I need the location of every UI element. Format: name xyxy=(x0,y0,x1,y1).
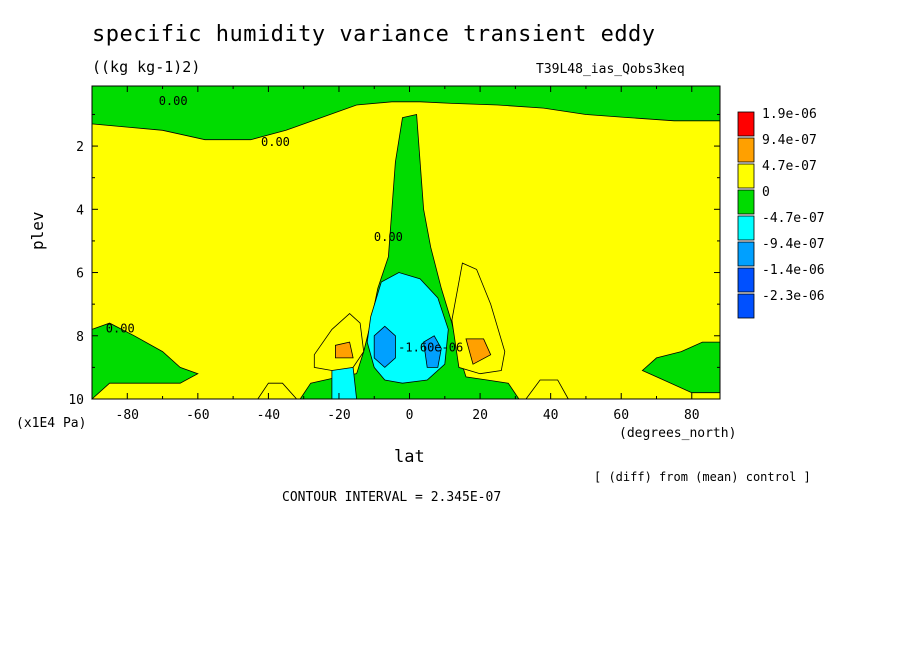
legend-label: -1.4e-06 xyxy=(762,263,825,278)
contour-region-orange-lobe-right xyxy=(451,262,506,375)
contour-region-green-right-bottom xyxy=(641,341,721,394)
contour-region-red-right xyxy=(465,338,492,365)
contour-label: -1.60e-06 xyxy=(398,341,463,355)
contour-label: 0.00 xyxy=(261,135,290,149)
contour-region-cyan-left-patch xyxy=(331,366,358,400)
x-axis-label: lat xyxy=(394,447,425,467)
contour-interval: CONTOUR INTERVAL = 2.345E-07 xyxy=(282,490,502,505)
x-tick-label: 40 xyxy=(543,408,559,423)
contour-region-green-left-bottom xyxy=(91,322,199,400)
legend-swatch xyxy=(737,111,755,137)
y-axis-units: (x1E4 Pa) xyxy=(16,416,87,431)
legend-label: 9.4e-07 xyxy=(762,133,817,148)
contour-label: 0.00 xyxy=(106,322,135,336)
chart-units: ((kg kg-1)2) xyxy=(92,58,201,76)
legend-swatch xyxy=(737,137,755,163)
plot-frame xyxy=(91,85,721,400)
legend-swatch xyxy=(737,267,755,293)
chart-title: specific humidity variance transient edd… xyxy=(92,22,656,47)
run-name: T39L48_ias_Qobs3keq xyxy=(536,62,685,77)
y-tick-label: 4 xyxy=(76,203,84,218)
color-legend: 1.9e-06 9.4e-07 4.7e-07 0 -4.7e-07 -9.4e-07 -1… xyxy=(737,107,825,319)
contour-label: 0.00 xyxy=(374,230,403,244)
legend-label: -4.7e-07 xyxy=(762,211,825,226)
plot-area: 0.00 0.00 0.00 0.00 -1.60e-06 xyxy=(91,85,721,400)
y-tick-label: 10 xyxy=(68,393,84,408)
legend-swatch xyxy=(737,163,755,189)
legend-swatch xyxy=(737,293,755,319)
axes: -80 -60 -40 -20 0 20 40 60 80 2 4 6 8 10 xyxy=(68,85,721,423)
legend-label: 0 xyxy=(762,185,770,200)
contour-region-blue-core-right xyxy=(423,335,442,368)
contour-region-red-left xyxy=(334,341,354,359)
legend-label: 4.7e-07 xyxy=(762,159,817,174)
legend-label: -9.4e-07 xyxy=(762,237,825,252)
x-tick-label: -80 xyxy=(116,408,139,423)
legend-swatch xyxy=(737,215,755,241)
legend-swatch xyxy=(737,189,755,215)
x-tick-label: 0 xyxy=(406,408,414,423)
x-tick-label: -20 xyxy=(327,408,350,423)
legend-label: -2.3e-06 xyxy=(762,289,825,304)
y-tick-label: 8 xyxy=(76,330,84,345)
legend-swatch xyxy=(737,241,755,267)
contour-region-top-green-band xyxy=(91,85,721,141)
contour-region-blue-core-left xyxy=(373,325,396,368)
diff-note: [ (diff) from (mean) control ] xyxy=(594,470,811,484)
x-axis-units: (degrees_north) xyxy=(619,426,737,441)
x-tick-label: -60 xyxy=(186,408,209,423)
contour-label: 0.00 xyxy=(159,94,188,108)
x-tick-label: 60 xyxy=(613,408,629,423)
legend-label: 1.9e-06 xyxy=(762,107,817,122)
y-tick-label: 2 xyxy=(76,140,84,155)
y-tick-label: 6 xyxy=(76,267,84,282)
x-tick-label: 80 xyxy=(684,408,700,423)
x-tick-label: -40 xyxy=(257,408,280,423)
x-tick-label: 20 xyxy=(472,408,488,423)
